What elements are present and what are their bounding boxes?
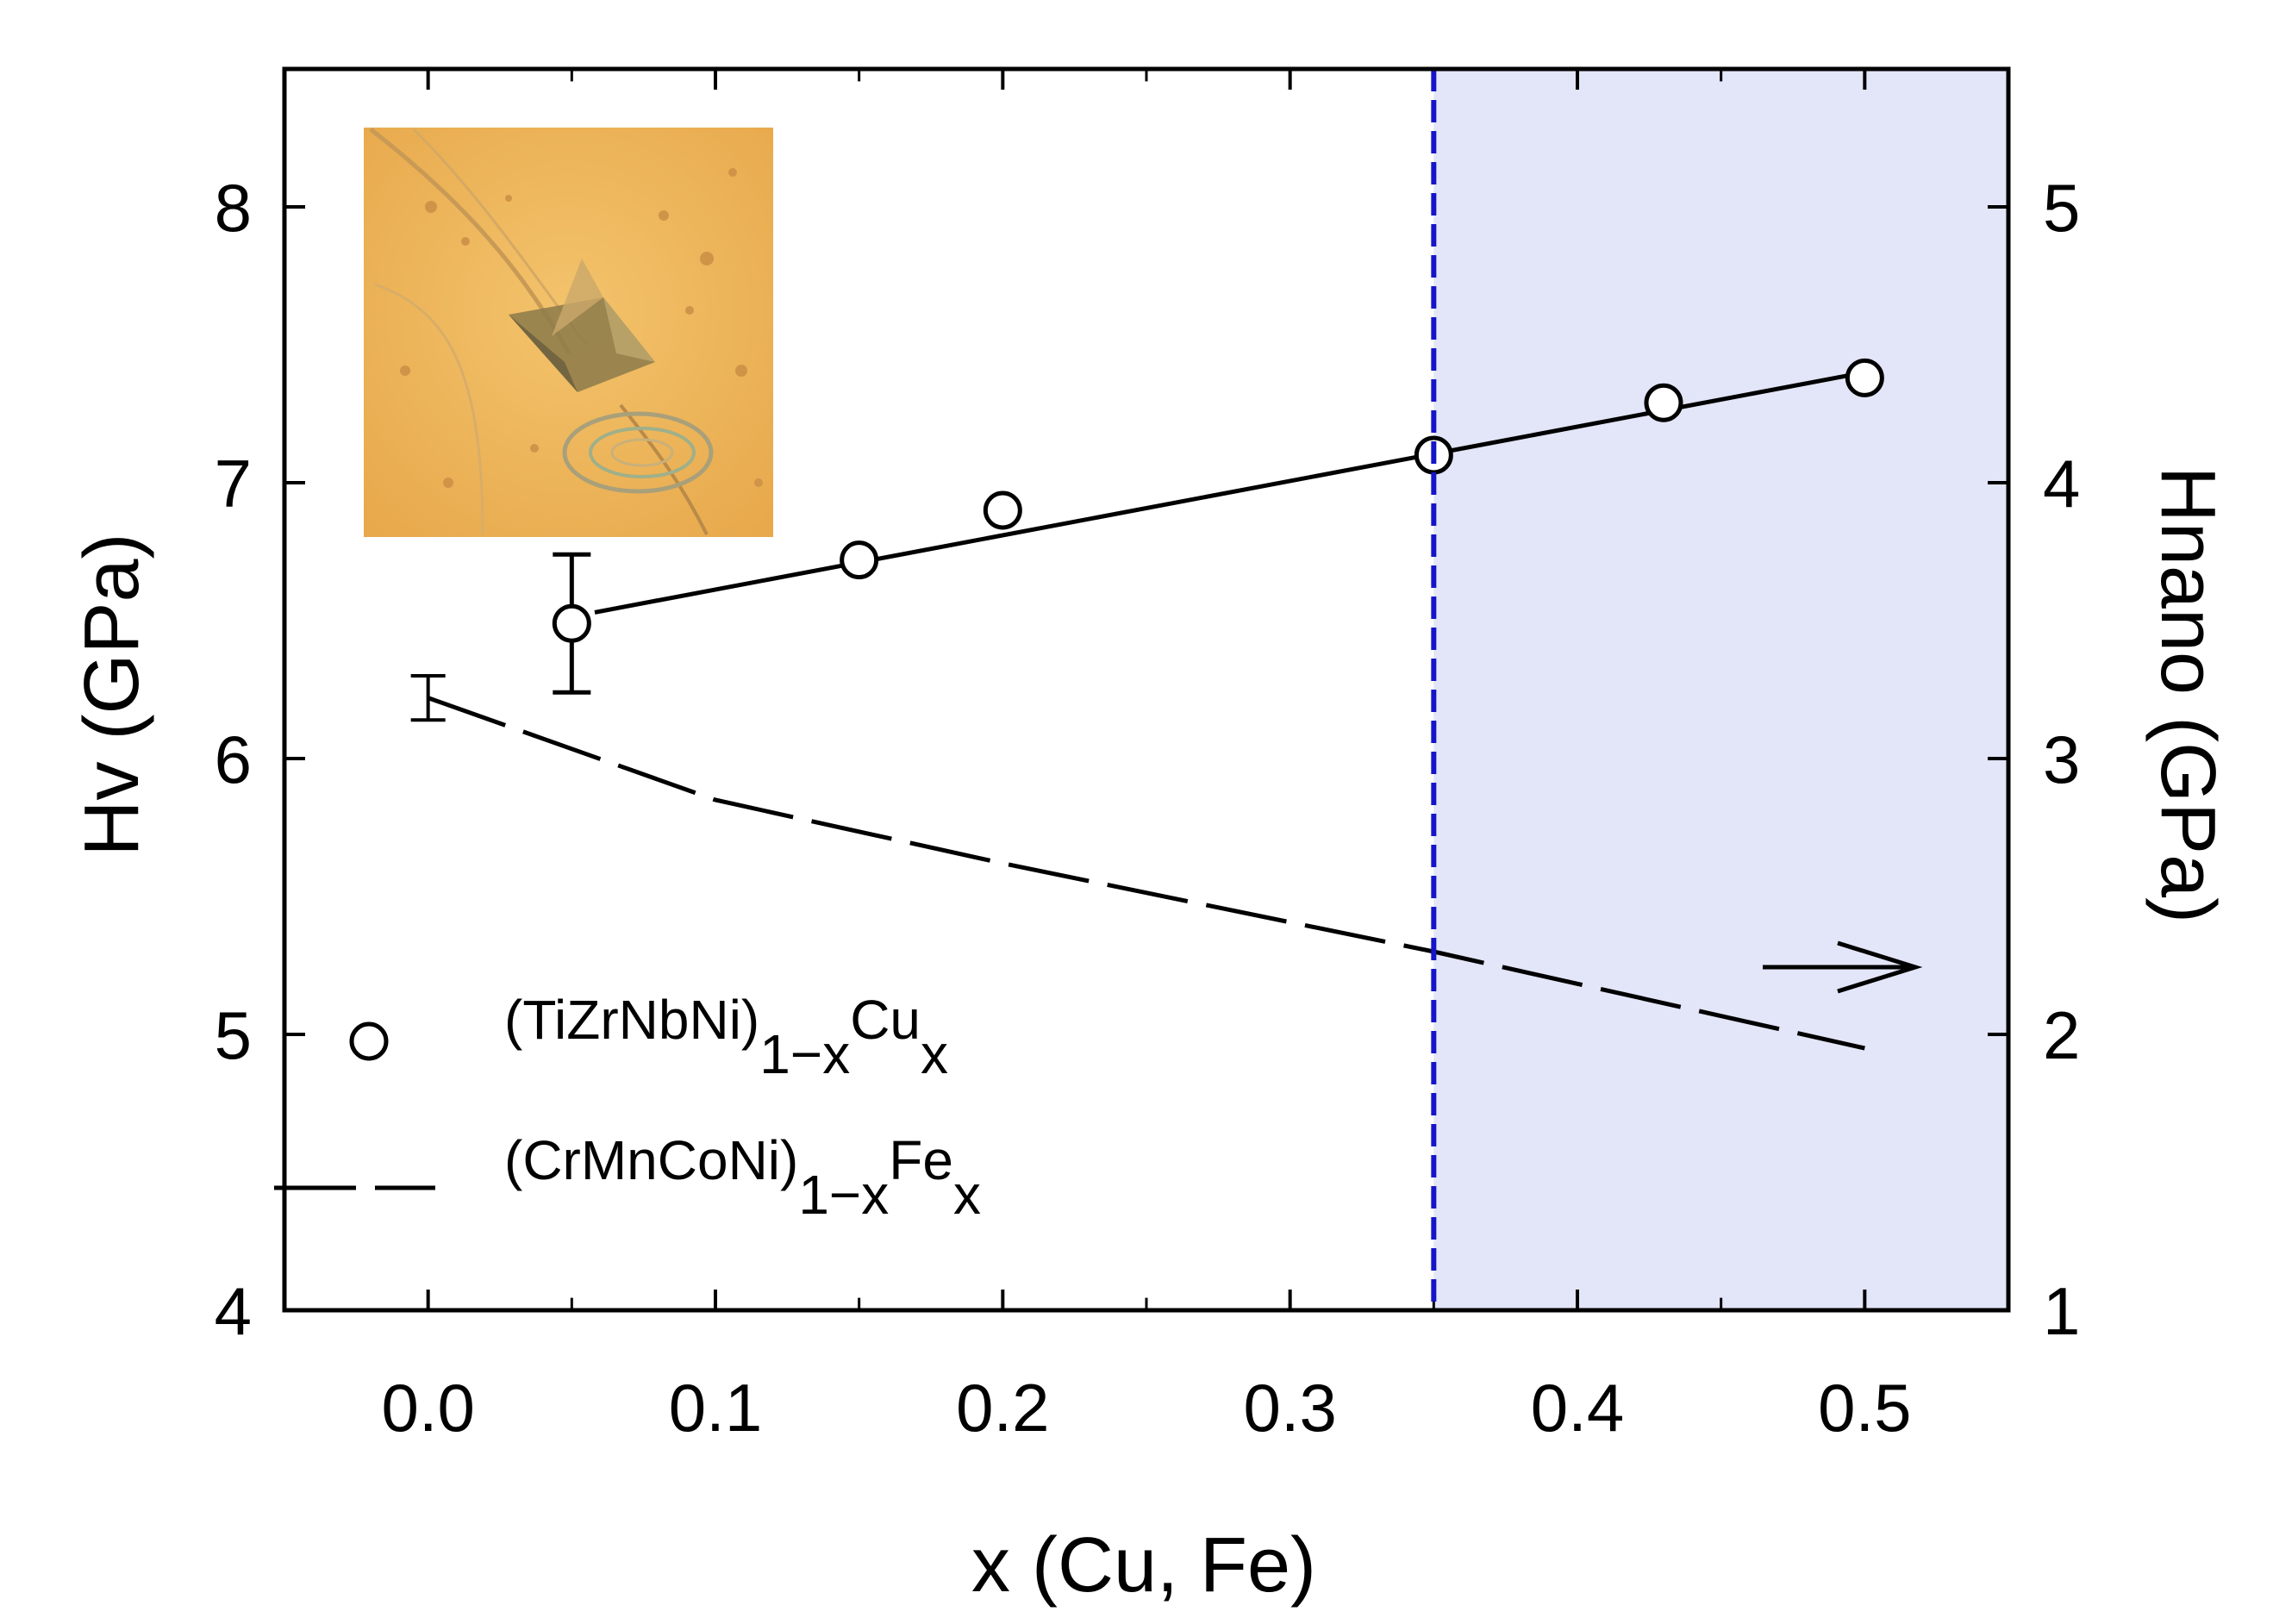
y2-axis-title: Hnano (GPa)	[2145, 466, 2231, 923]
y2-tick-label: 5	[2043, 170, 2080, 246]
x-tick-label: 0.1	[669, 1370, 762, 1446]
x-tick-label: 0.0	[381, 1370, 474, 1446]
y2-tick-label: 4	[2043, 446, 2080, 522]
fe-series-line	[427, 696, 1865, 1051]
y-tick-label: 6	[215, 721, 252, 797]
legend-circle-marker	[349, 1021, 389, 1061]
cu-data-point	[1845, 358, 1884, 397]
y2-tick-label: 3	[2043, 721, 2080, 797]
cu-data-point	[983, 490, 1022, 530]
legend-entry-cu: (TiZrNbNi)1−xCux	[504, 989, 948, 1085]
y2-tick-label: 2	[2043, 997, 2080, 1073]
x-tick-label: 0.2	[956, 1370, 1049, 1446]
y-axis-title: Hv (GPa)	[69, 533, 155, 856]
x-tick-label: 0.4	[1531, 1370, 1624, 1446]
shaded-region	[1433, 69, 2008, 1310]
y-tick-label: 7	[215, 446, 252, 522]
y-tick-label: 4	[215, 1273, 252, 1349]
cu-data-point	[1644, 383, 1683, 422]
legend: (TiZrNbNi)1−xCux (CrMnCoNi)1−xFex	[274, 989, 981, 1226]
inset-micrograph	[364, 128, 773, 537]
plot-frame	[282, 66, 2011, 1313]
y2-tick-label: 1	[2043, 1273, 2080, 1349]
legend-entry-fe: (CrMnCoNi)1−xFex	[504, 1129, 981, 1226]
cu-data-point	[552, 603, 591, 643]
x-tick-label: 0.3	[1243, 1370, 1336, 1446]
cu-data-point	[840, 540, 879, 580]
right-axis-arrow	[1763, 940, 1923, 994]
y-tick-label: 5	[215, 997, 252, 1073]
x-tick-label: 0.5	[1818, 1370, 1911, 1446]
y-tick-label: 8	[215, 170, 252, 246]
x-axis-title: x (Cu, Fe)	[971, 1522, 1316, 1608]
